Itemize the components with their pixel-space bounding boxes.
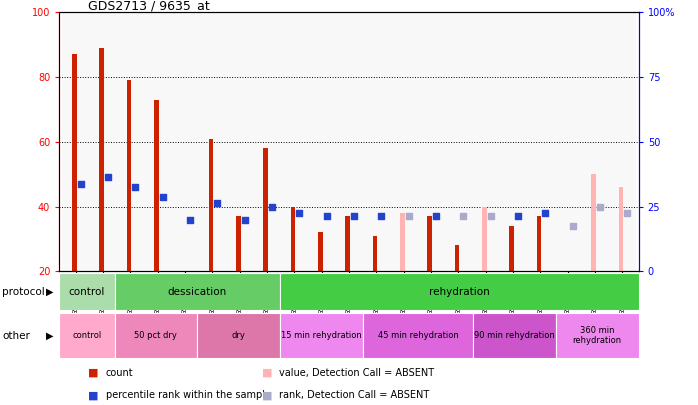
Bar bbox=[363, 313, 473, 358]
Text: ▶: ▶ bbox=[46, 330, 54, 341]
Bar bbox=[400, 213, 405, 271]
Bar bbox=[454, 245, 459, 271]
Text: rehydration: rehydration bbox=[429, 287, 490, 296]
Point bbox=[430, 213, 441, 220]
Text: dessication: dessication bbox=[168, 287, 227, 296]
Bar bbox=[236, 216, 241, 271]
Point bbox=[567, 223, 578, 229]
Bar bbox=[291, 207, 295, 271]
Point bbox=[130, 184, 141, 190]
Bar bbox=[127, 80, 131, 271]
Text: GDS2713 / 9635_at: GDS2713 / 9635_at bbox=[88, 0, 210, 12]
Bar bbox=[59, 313, 114, 358]
Bar bbox=[308, 12, 335, 271]
Text: 90 min rehydration: 90 min rehydration bbox=[474, 331, 555, 340]
Point bbox=[75, 181, 87, 187]
Bar bbox=[253, 12, 281, 271]
Bar bbox=[154, 100, 158, 271]
Point bbox=[458, 213, 469, 220]
Text: ■: ■ bbox=[88, 368, 99, 378]
Bar bbox=[390, 12, 417, 271]
Bar bbox=[335, 12, 363, 271]
Bar bbox=[618, 187, 623, 271]
Bar bbox=[99, 48, 104, 271]
Bar bbox=[445, 12, 472, 271]
Bar bbox=[482, 207, 487, 271]
Point bbox=[485, 213, 496, 220]
Point bbox=[103, 174, 114, 181]
Bar bbox=[537, 216, 541, 271]
Text: 50 pct dry: 50 pct dry bbox=[135, 331, 177, 340]
Text: other: other bbox=[2, 330, 30, 341]
Bar bbox=[172, 12, 199, 271]
Bar bbox=[556, 313, 639, 358]
Point bbox=[267, 203, 278, 210]
Point bbox=[376, 213, 387, 220]
Bar bbox=[510, 226, 514, 271]
Point bbox=[622, 210, 633, 216]
Bar bbox=[89, 12, 117, 271]
Bar bbox=[526, 12, 554, 271]
Text: percentile rank within the sample: percentile rank within the sample bbox=[105, 390, 271, 400]
Bar bbox=[591, 174, 596, 271]
Bar bbox=[581, 12, 609, 271]
Bar bbox=[114, 273, 280, 310]
Point bbox=[348, 213, 359, 220]
Point bbox=[321, 213, 332, 220]
Bar bbox=[373, 236, 377, 271]
Point bbox=[594, 203, 605, 210]
Bar bbox=[199, 12, 226, 271]
Text: control: control bbox=[73, 331, 101, 340]
Bar bbox=[280, 313, 363, 358]
Bar bbox=[226, 12, 253, 271]
Bar bbox=[114, 313, 198, 358]
Text: ■: ■ bbox=[262, 368, 273, 378]
Point bbox=[211, 200, 223, 207]
Point bbox=[184, 216, 195, 223]
Text: 45 min rehydration: 45 min rehydration bbox=[378, 331, 459, 340]
Bar bbox=[281, 12, 308, 271]
Bar bbox=[346, 216, 350, 271]
Bar bbox=[473, 313, 556, 358]
Bar bbox=[318, 232, 322, 271]
Bar bbox=[263, 148, 268, 271]
Bar bbox=[472, 12, 499, 271]
Text: count: count bbox=[105, 368, 133, 378]
Text: control: control bbox=[68, 287, 105, 296]
Text: rank, Detection Call = ABSENT: rank, Detection Call = ABSENT bbox=[279, 390, 430, 400]
Bar bbox=[72, 54, 77, 271]
Bar bbox=[499, 12, 526, 271]
Point bbox=[540, 210, 551, 216]
Bar bbox=[59, 273, 114, 310]
Text: ▶: ▶ bbox=[46, 287, 54, 296]
Text: 360 min
rehydration: 360 min rehydration bbox=[573, 326, 622, 345]
Point bbox=[403, 213, 414, 220]
Text: ■: ■ bbox=[88, 390, 99, 400]
Text: dry: dry bbox=[232, 331, 246, 340]
Bar bbox=[427, 216, 432, 271]
Text: 15 min rehydration: 15 min rehydration bbox=[281, 331, 362, 340]
Bar bbox=[144, 12, 172, 271]
Bar bbox=[363, 12, 390, 271]
Text: ■: ■ bbox=[262, 390, 273, 400]
Point bbox=[239, 216, 250, 223]
Bar bbox=[609, 12, 636, 271]
Bar bbox=[280, 273, 639, 310]
Text: value, Detection Call = ABSENT: value, Detection Call = ABSENT bbox=[279, 368, 435, 378]
Bar bbox=[209, 139, 214, 271]
Point bbox=[157, 194, 168, 200]
Bar bbox=[62, 12, 89, 271]
Bar bbox=[554, 12, 581, 271]
Bar bbox=[198, 313, 280, 358]
Bar bbox=[117, 12, 144, 271]
Point bbox=[294, 210, 305, 216]
Text: protocol: protocol bbox=[2, 287, 45, 296]
Bar bbox=[417, 12, 445, 271]
Point bbox=[512, 213, 524, 220]
